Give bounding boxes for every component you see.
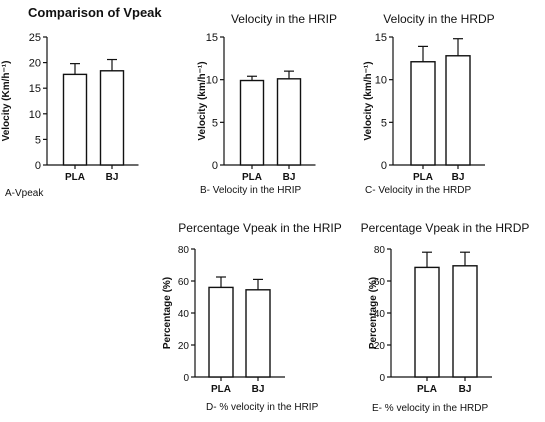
chart-title: Percentage Vpeak in the HRIP <box>178 221 341 235</box>
panel-caption: A-Vpeak <box>5 188 44 199</box>
y-tick-label: 60 <box>178 277 190 288</box>
x-tick-label: PLA <box>211 384 231 395</box>
y-tick-label: 40 <box>178 309 190 320</box>
y-tick-label: 10 <box>29 109 41 121</box>
y-axis-label: Percentage (%) <box>162 277 173 349</box>
bar-bj <box>245 289 271 378</box>
chart-panel-5: Percentage Vpeak in the HRDP 0 20 40 60 80 Per… <box>361 221 530 414</box>
y-tick-label: 20 <box>29 58 41 70</box>
y-tick-label: 5 <box>35 134 41 146</box>
x-tick-label: BJ <box>106 172 119 183</box>
y-axis-label: Velocity (Km/h⁻¹) <box>1 61 12 142</box>
x-tick-label: PLA <box>413 172 433 183</box>
y-tick-label: 10 <box>375 75 387 87</box>
bar-pla <box>410 61 436 166</box>
panel-caption: D- % velocity in the HRIP <box>206 402 319 413</box>
y-tick-label: 20 <box>178 341 190 352</box>
chart-title: Velocity in the HRDP <box>383 12 494 26</box>
y-tick-label: 40 <box>374 309 386 320</box>
x-tick-label: BJ <box>283 172 296 183</box>
x-tick-label: BJ <box>452 172 465 183</box>
chart-panel-1: Comparison of Vpeak 0 5 10 15 20 25 Velocity (K… <box>1 5 162 199</box>
y-tick-label: 0 <box>381 160 387 172</box>
chart-title: Percentage Vpeak in the HRDP <box>361 221 530 235</box>
y-tick-label: 15 <box>29 83 41 95</box>
y-tick-label: 80 <box>178 245 190 256</box>
bar-bj <box>99 70 125 166</box>
bar-bj <box>276 78 302 166</box>
y-tick-label: 5 <box>212 117 218 129</box>
y-tick-label: 0 <box>35 160 41 172</box>
y-tick-label: 0 <box>212 160 218 172</box>
y-tick-label: 5 <box>381 117 387 129</box>
bar-pla <box>239 79 265 166</box>
y-tick-label: 15 <box>206 32 218 44</box>
y-axis-label: Velocity (km/h⁻¹) <box>363 61 374 140</box>
y-tick-label: 20 <box>374 341 386 352</box>
y-axis-label: Percentage (%) <box>368 277 379 349</box>
y-tick-label: 10 <box>206 75 218 87</box>
y-tick-label: 80 <box>374 245 386 256</box>
y-axis-label: Velocity (km/h⁻¹) <box>197 61 208 140</box>
chart-title: Comparison of Vpeak <box>28 5 162 20</box>
bar-bj <box>445 55 471 166</box>
y-tick-label: 60 <box>374 277 386 288</box>
panel-caption: B- Velocity in the HRIP <box>200 185 301 196</box>
bar-pla <box>208 286 234 378</box>
x-tick-label: BJ <box>459 384 472 395</box>
x-tick-label: PLA <box>242 172 262 183</box>
bar-pla <box>62 73 88 166</box>
x-tick-label: PLA <box>65 172 85 183</box>
bar-bj <box>452 265 478 378</box>
y-tick-label: 25 <box>29 32 41 44</box>
x-tick-label: BJ <box>252 384 265 395</box>
chart-title: Velocity in the HRIP <box>231 12 337 26</box>
bar-pla <box>414 266 440 378</box>
x-tick-label: PLA <box>417 384 437 395</box>
y-tick-label: 0 <box>183 373 189 384</box>
y-tick-label: 0 <box>379 373 385 384</box>
chart-panel-2: Velocity in the HRIP 0 5 10 15 Velocity (km/h… <box>197 12 337 196</box>
chart-panel-3: Velocity in the HRDP 0 5 10 15 Velocity (km/h… <box>363 12 495 196</box>
panel-caption: E- % velocity in the HRDP <box>372 403 488 414</box>
chart-panel-4: Percentage Vpeak in the HRIP 0 20 40 60 80 Per… <box>162 221 342 413</box>
y-tick-label: 15 <box>375 32 387 44</box>
panel-caption: C- Velocity in the HRDP <box>365 185 471 196</box>
